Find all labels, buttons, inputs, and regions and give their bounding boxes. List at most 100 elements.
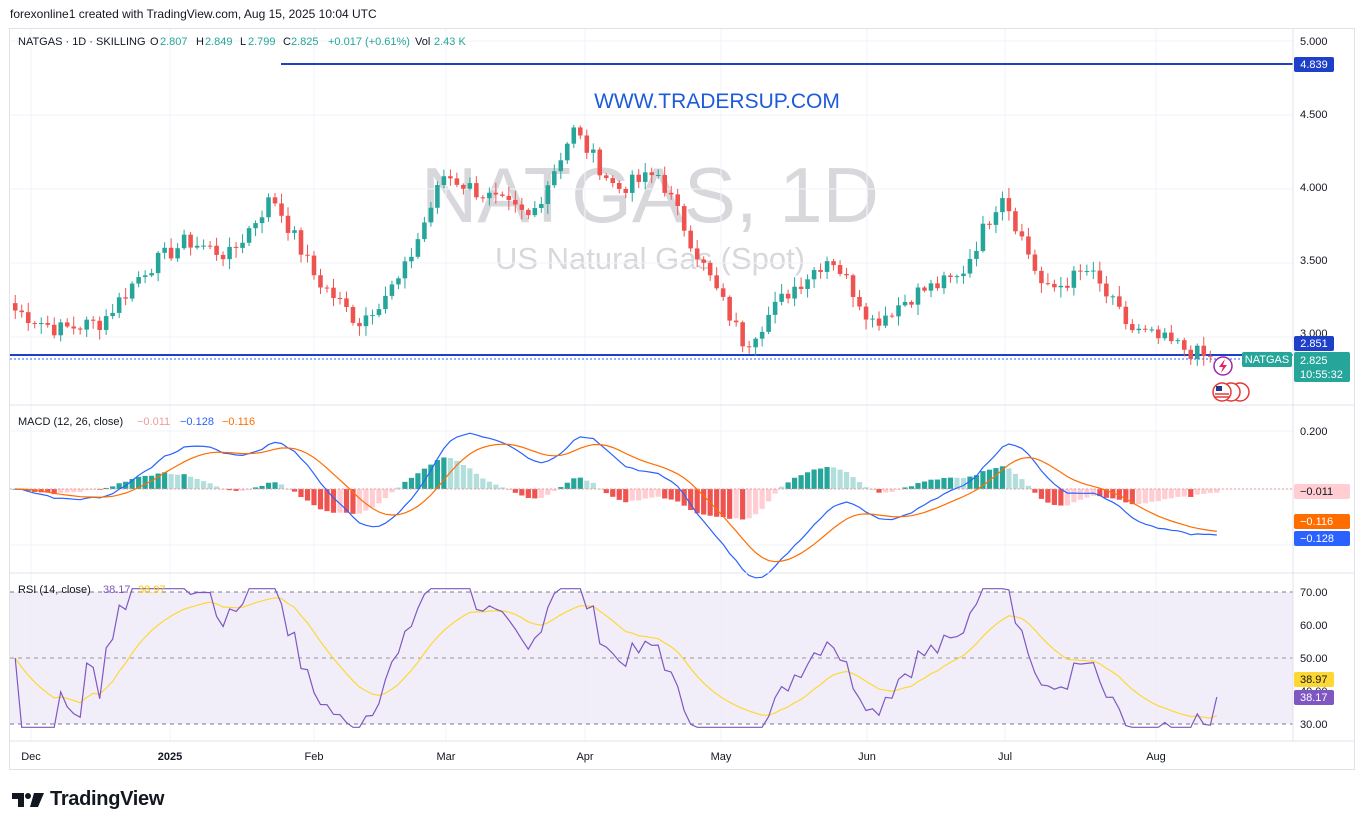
candle [45,315,50,328]
low-line-value: 2.851 [1300,338,1328,350]
macd-hist-label-text: −0.011 [1300,486,1333,498]
candle [227,237,232,270]
candle [58,319,63,342]
macd-bar [714,489,720,517]
price-tick: 4.500 [1300,109,1328,121]
macd-bar [564,482,570,489]
candle [623,186,629,199]
macd-bar [681,489,687,506]
macd-bar [480,478,486,489]
candle [350,304,356,326]
candle [1026,227,1031,260]
website-label[interactable]: WWW.TRADERSUP.COM [594,90,840,113]
candle [1182,337,1187,357]
macd-bar [882,489,889,493]
macd-bar [584,480,590,489]
macd-bar [610,489,616,497]
macd-title[interactable]: MACD (12, 26, close) [18,416,123,428]
candle [311,251,317,280]
candle [1130,319,1135,333]
macd-bar [1129,489,1135,505]
legend-h-label: H [196,36,204,48]
candle [331,278,336,307]
macd-bar [921,481,928,489]
macd-bar [311,489,317,506]
candle [357,318,362,336]
macd-bar [811,469,817,489]
time-label: 2025 [158,751,182,763]
candle [857,289,862,311]
macd-bar [1201,489,1207,494]
macd-bar [655,489,661,497]
macd-bar [239,489,246,491]
candle [480,195,486,203]
candle [487,187,492,206]
candle [1071,266,1077,296]
macd-bar [577,477,583,489]
macd-bar [415,473,421,489]
macd-bar [902,487,908,489]
candle [129,281,135,302]
macd-bar [934,479,941,489]
macd-bar [980,471,986,489]
macd-bar [668,489,674,500]
candle [97,316,102,340]
candle [824,256,830,280]
macd-bar [389,489,395,493]
candle [519,197,525,220]
candle [863,302,869,330]
flash-icon[interactable] [1213,356,1233,376]
macd-bar [233,489,239,491]
macd-bar [155,473,161,489]
candle [792,277,797,307]
candle [746,340,752,354]
candle [584,129,590,160]
candles [12,124,1220,367]
candle [1194,343,1200,366]
chart-caption: forexonline1 created with TradingView.co… [10,7,377,21]
rsi-ma-label-text: 38.97 [1300,674,1328,686]
tradingview-brand[interactable]: TradingView [12,788,164,811]
candle [454,172,460,188]
candle [19,304,25,318]
candle [935,276,940,291]
rsi-title[interactable]: RSI (14, close) [18,584,91,596]
macd-bar [1051,489,1057,505]
candle [571,124,577,149]
macd-bar [986,469,993,489]
candle [740,320,745,353]
us-flag-icon[interactable] [1212,382,1250,402]
macd-bar [538,489,544,498]
legend-symbol[interactable]: NATGAS · 1D · SKILLING [18,36,146,48]
macd-bar [766,489,772,502]
candle [1117,286,1122,310]
candle [1097,261,1103,292]
macd-bar [519,489,525,496]
macd-bar [162,472,168,489]
candle [1065,277,1070,292]
macd-tick: 0.200 [1300,426,1328,438]
candle [941,271,947,294]
rsi-tick: 70.00 [1300,587,1328,599]
macd-bar [64,489,70,493]
watermark-subtitle: US Natural Gas (Spot) [495,241,805,276]
candle [370,309,375,325]
candle [188,232,193,256]
macd-bar [623,489,629,503]
candle [71,316,76,335]
macd-bar [753,489,759,515]
candle [51,317,57,339]
candle [1136,324,1142,334]
candle [590,143,596,163]
candle [162,242,167,260]
rsi-line [14,588,1218,728]
macd-bar [324,489,330,512]
candle [526,208,531,220]
price-tick: 5.000 [1300,36,1328,48]
macd-bar [1097,489,1103,497]
candle [246,225,252,247]
candle [558,152,564,179]
candle [980,215,986,253]
macd-bar [850,477,856,489]
